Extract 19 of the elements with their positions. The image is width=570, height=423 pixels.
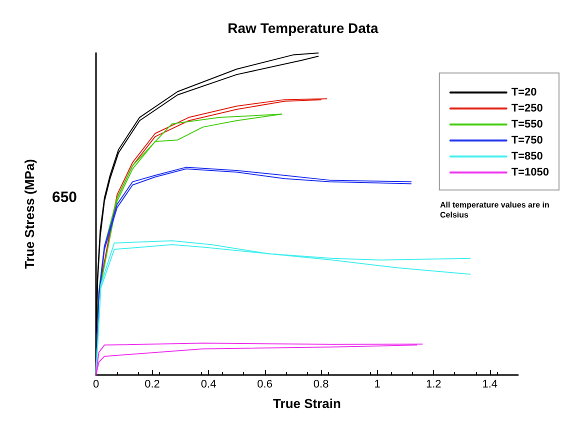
text: T=550 — [511, 118, 543, 130]
text: T=1050 — [511, 166, 550, 178]
x-tick-label: 0 — [92, 378, 100, 390]
x-tick-label: 0.6 — [257, 378, 272, 390]
x-tick-label: 0.4 — [200, 378, 216, 390]
x-tick-label: 0.8 — [313, 378, 329, 390]
x-tick-label: 1.4 — [482, 378, 498, 390]
text: T=750 — [511, 134, 543, 146]
y-axis-title: True Stress (MPa) — [22, 159, 37, 269]
annotation: All temperature values are in Celsius — [440, 200, 552, 220]
text: 650 — [52, 189, 78, 206]
chart-title: Raw Temperature Data — [228, 20, 379, 36]
x-axis-title: True Strain — [273, 396, 342, 411]
x-tick-label: 1.2 — [426, 378, 442, 390]
x-tick-label: 0.2 — [144, 378, 160, 390]
text: T=20 — [511, 86, 537, 98]
x-tick-label: 1 — [374, 378, 380, 390]
text: T=250 — [511, 102, 543, 114]
text: T=850 — [511, 150, 543, 162]
